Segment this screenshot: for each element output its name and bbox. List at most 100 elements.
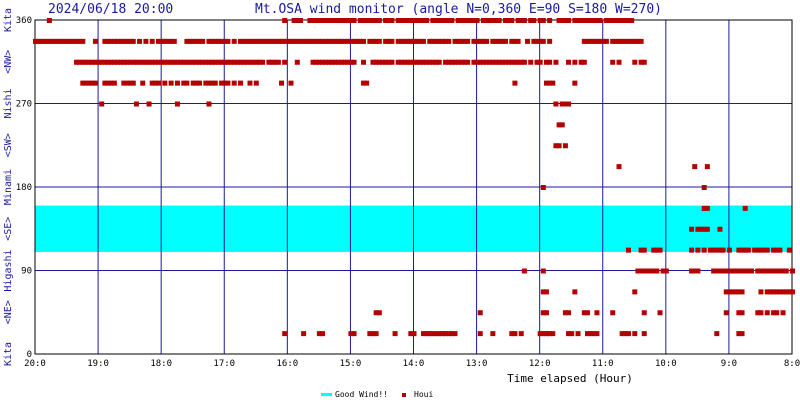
data-point <box>215 59 221 65</box>
data-point <box>714 331 720 337</box>
data-point <box>439 38 445 44</box>
data-point <box>695 247 701 253</box>
data-point <box>588 18 594 23</box>
data-point <box>398 18 404 23</box>
data-point <box>414 38 420 44</box>
data-point <box>547 331 553 337</box>
data-point <box>313 38 319 44</box>
data-point <box>225 38 231 44</box>
data-point <box>452 331 458 337</box>
data-point <box>80 80 86 86</box>
data-point <box>717 268 723 274</box>
data-point <box>723 268 729 274</box>
data-point <box>253 38 259 44</box>
data-point <box>234 59 240 65</box>
data-point <box>496 18 502 23</box>
data-point <box>556 122 562 128</box>
chart-title: Mt.OSA wind monitor (angle N=0,360 E=90 … <box>255 2 662 17</box>
legend-good-wind-label: Good Wind!! <box>335 390 388 399</box>
data-point <box>711 247 717 253</box>
data-point <box>493 38 499 44</box>
data-point <box>455 18 461 23</box>
data-point <box>521 18 527 23</box>
data-point <box>752 247 758 253</box>
data-point <box>487 59 493 65</box>
data-point <box>219 80 225 86</box>
data-point <box>512 38 518 44</box>
data-point <box>446 331 452 337</box>
data-point <box>783 289 789 295</box>
data-point <box>64 38 70 44</box>
data-point <box>329 59 335 65</box>
data-point <box>137 38 143 44</box>
data-point <box>443 18 449 23</box>
data-point <box>348 331 354 337</box>
data-point <box>490 331 496 337</box>
data-point <box>771 289 777 295</box>
data-point <box>537 38 543 44</box>
x-tick-label: 17:0 <box>213 359 235 369</box>
data-point <box>171 59 177 65</box>
data-point <box>736 268 742 274</box>
data-point <box>726 289 732 295</box>
houi-series-points <box>33 18 795 337</box>
data-point <box>247 80 253 86</box>
data-point <box>689 226 695 232</box>
data-point <box>723 310 729 316</box>
data-point <box>758 310 764 316</box>
data-point <box>632 59 638 65</box>
data-point <box>420 59 426 65</box>
data-point <box>635 268 641 274</box>
data-point <box>238 38 244 44</box>
y-tick-label: 270 <box>16 100 32 110</box>
data-point <box>364 18 370 23</box>
data-point <box>569 331 575 337</box>
datetime-label: 2024/06/18 20:00 <box>48 2 173 17</box>
data-point <box>704 205 710 211</box>
data-point <box>474 18 480 23</box>
data-point <box>282 331 288 337</box>
data-point <box>559 18 565 23</box>
x-tick-label: 18:0 <box>150 359 172 369</box>
data-point <box>206 38 212 44</box>
data-point <box>771 247 777 253</box>
data-point <box>717 226 723 232</box>
data-point <box>632 38 638 44</box>
data-point <box>326 38 332 44</box>
data-point <box>610 18 616 23</box>
data-point <box>212 80 218 86</box>
data-point <box>562 18 568 23</box>
direction-label: Minami <box>3 169 14 205</box>
data-point <box>48 38 54 44</box>
data-point <box>701 185 707 190</box>
data-point <box>594 18 600 23</box>
data-point <box>212 38 218 44</box>
data-point <box>133 101 139 107</box>
direction-label: <SW> <box>3 133 14 157</box>
data-point <box>446 18 452 23</box>
data-point <box>357 18 363 23</box>
data-point <box>105 59 111 65</box>
data-point <box>455 59 461 65</box>
data-point <box>367 18 373 23</box>
data-point <box>443 331 449 337</box>
data-point <box>310 38 316 44</box>
data-point <box>484 59 490 65</box>
data-point <box>351 38 357 44</box>
data-point <box>231 59 237 65</box>
data-point <box>449 331 455 337</box>
data-point <box>424 59 430 65</box>
data-point <box>376 59 382 65</box>
data-point <box>436 59 442 65</box>
data-point <box>755 268 761 274</box>
data-point <box>238 80 244 86</box>
data-point <box>764 268 770 274</box>
data-point <box>130 38 136 44</box>
data-point <box>130 59 136 65</box>
direction-label: Kita <box>3 8 14 32</box>
data-point <box>638 247 644 253</box>
data-point <box>566 18 572 23</box>
data-point <box>575 18 581 23</box>
data-point <box>584 310 590 316</box>
